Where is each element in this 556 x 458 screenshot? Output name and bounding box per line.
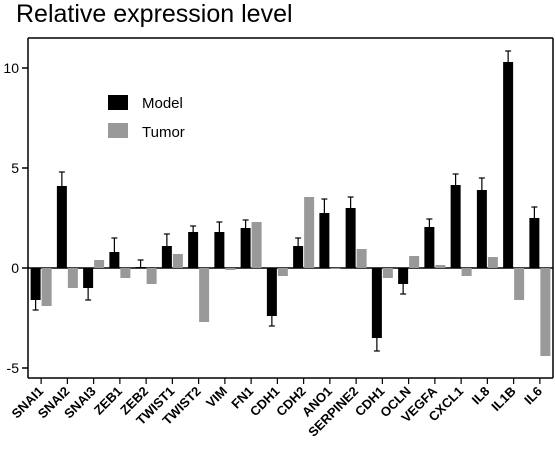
bar-model <box>503 62 514 268</box>
y-tick-label: -5 <box>7 360 20 376</box>
bar-model <box>450 185 461 268</box>
bar-tumor <box>435 265 446 268</box>
bar-tumor <box>146 268 157 284</box>
bar-model <box>319 213 330 268</box>
bar-tumor <box>382 268 393 278</box>
bar-model <box>424 227 435 268</box>
bar-tumor <box>540 268 551 356</box>
bar-tumor <box>277 268 288 276</box>
bar-tumor <box>120 268 131 278</box>
bar-tumor <box>251 222 262 268</box>
legend: Model Tumor <box>108 95 185 141</box>
bar-tumor <box>304 197 315 268</box>
bar-model <box>135 267 146 268</box>
bar-tumor <box>356 249 367 268</box>
plot-area: -50510SNAI1SNAI2SNAI3ZEB1ZEB2TWIST1TWIST… <box>3 37 554 440</box>
bar-model <box>398 268 409 284</box>
bar-tumor <box>461 268 472 276</box>
x-tick-label: VIM <box>203 384 230 411</box>
legend-swatch-tumor <box>108 123 128 138</box>
bar-tumor <box>409 256 420 268</box>
bar-model <box>83 268 94 288</box>
bar-model <box>345 208 356 268</box>
x-tick-label: ZEB1 <box>91 384 125 418</box>
bar-model <box>371 268 382 338</box>
bar-tumor <box>514 268 525 300</box>
bar-model <box>56 186 67 268</box>
bar-model <box>529 218 540 268</box>
bar-tumor <box>487 257 498 268</box>
legend-label-model: Model <box>142 95 183 112</box>
bar-model <box>188 232 199 268</box>
y-tick-label: 0 <box>11 260 19 276</box>
bar-model <box>30 268 41 300</box>
x-tick-label: IL1B <box>488 384 519 415</box>
bar-model <box>161 246 172 268</box>
bar-model <box>266 268 277 316</box>
bar-tumor <box>172 254 183 268</box>
bar-tumor <box>94 260 105 268</box>
chart-title: Relative expression level <box>16 0 293 28</box>
bar-model <box>109 252 120 268</box>
x-tick-label: IL6 <box>521 384 545 408</box>
bar-tumor <box>199 268 210 322</box>
y-tick-label: 5 <box>11 160 19 176</box>
bar-tumor <box>67 268 78 288</box>
legend-swatch-model <box>108 95 128 110</box>
bar-tumor <box>330 268 341 269</box>
bar-model <box>476 190 487 268</box>
bar-model <box>214 232 225 268</box>
bar-model <box>293 246 304 268</box>
legend-label-tumor: Tumor <box>142 124 185 141</box>
y-tick-label: 10 <box>3 60 19 76</box>
bar-tumor <box>225 268 236 270</box>
bar-tumor <box>41 268 52 306</box>
bar-model <box>240 228 251 268</box>
